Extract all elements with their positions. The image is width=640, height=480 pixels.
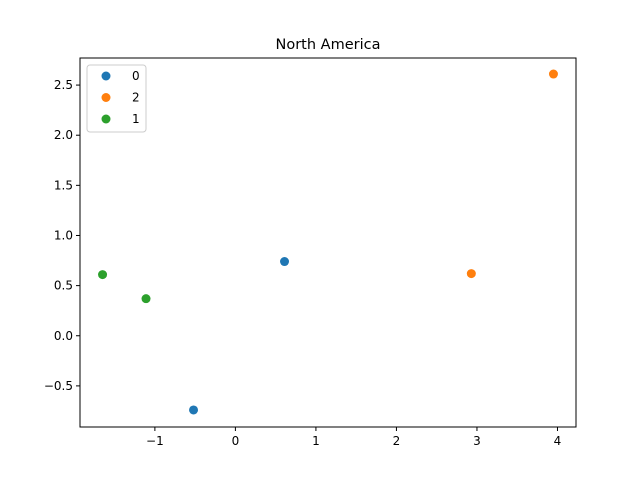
x-tick-label: 3 <box>473 434 481 448</box>
plot-area <box>79 57 577 428</box>
x-tick-label: 2 <box>393 434 401 448</box>
y-tick-label: 2.0 <box>54 128 73 142</box>
x-tick-label: −1 <box>146 434 164 448</box>
data-point-series-0 <box>280 257 290 267</box>
y-tick-label: 0.5 <box>54 279 73 293</box>
data-point-series-1 <box>98 270 108 280</box>
data-point-series-2 <box>548 69 558 79</box>
legend-box <box>86 64 147 133</box>
y-tick-label: 2.5 <box>54 78 73 92</box>
y-tick-label: 0.0 <box>54 329 73 343</box>
legend-marker <box>101 71 111 81</box>
legend-label: 1 <box>132 112 140 126</box>
legend-marker <box>101 93 111 102</box>
legend-label: 0 <box>132 69 140 83</box>
legend-label: 2 <box>132 91 140 105</box>
data-point-series-2 <box>466 269 476 279</box>
x-tick-label: 0 <box>232 434 240 448</box>
x-tick-label: 4 <box>554 434 562 448</box>
legend-marker <box>101 114 111 124</box>
y-tick-label: 1.0 <box>54 228 73 242</box>
data-point-series-0 <box>189 405 199 415</box>
y-tick-label: −0.5 <box>44 379 73 393</box>
y-axis: −0.5 0.0 0.5 1.0 1.5 2.0 2.5 <box>44 78 80 393</box>
x-tick-label: 1 <box>312 434 320 448</box>
data-point-series-1 <box>141 294 151 304</box>
x-axis: −1 0 1 2 3 4 <box>146 427 561 448</box>
y-tick-label: 1.5 <box>54 178 73 192</box>
data-points <box>98 69 558 415</box>
legend: 0 2 1 <box>86 64 147 133</box>
chart-title: North America <box>276 37 381 53</box>
